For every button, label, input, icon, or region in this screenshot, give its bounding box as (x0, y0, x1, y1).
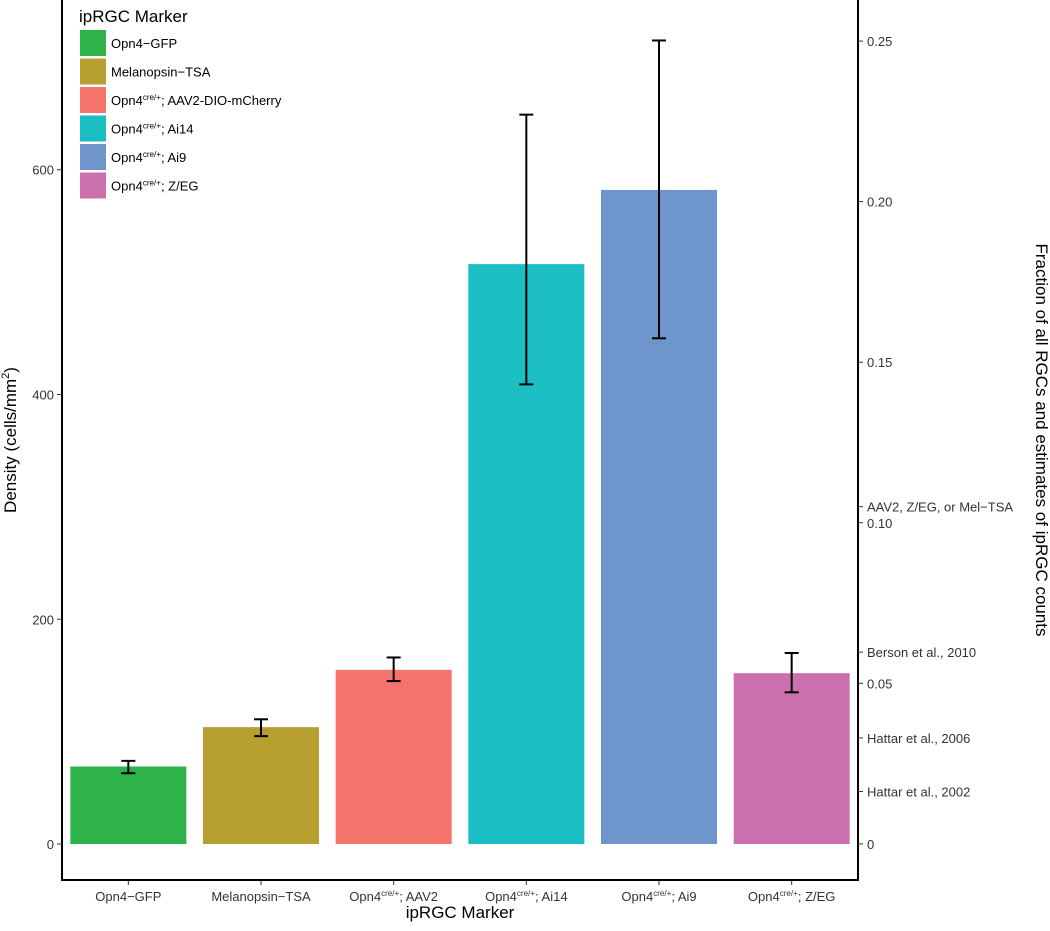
y-axis-title: Density (cells/mm2) (0, 367, 20, 513)
y-right-tick-label: 0.10 (867, 516, 892, 531)
legend-label: Opn4cre/+; Z/EG (111, 179, 199, 194)
label-base: Opn4 (748, 889, 780, 904)
label-base: Melanopsin−TSA (111, 65, 211, 80)
y-tick-label: 0 (47, 837, 54, 852)
legend-label: Opn4cre/+; Ai9 (111, 150, 186, 165)
x-tick-label: Opn4cre/+; Ai14 (485, 889, 567, 904)
y-tick-label: 200 (32, 612, 54, 627)
x-tick-label: Opn4cre/+; Ai9 (621, 889, 696, 904)
legend-label: Opn4−GFP (111, 36, 177, 51)
legend-swatch (80, 58, 106, 85)
y-tick-label: 400 (32, 387, 54, 402)
label-base: Opn4 (485, 889, 517, 904)
y-right-tick-label: 0.15 (867, 355, 892, 370)
legend-swatch (80, 115, 106, 142)
legend-label: Melanopsin−TSA (111, 65, 211, 80)
x-tick-label: Opn4cre/+; AAV2 (349, 889, 438, 904)
label-base: Melanopsin−TSA (211, 889, 311, 904)
label-base: Opn4 (349, 889, 381, 904)
label-superscript: cre/+ (143, 93, 161, 102)
y-right-tick-label: 0.25 (867, 34, 892, 49)
legend-title: ipRGC Marker (79, 7, 188, 26)
label-base: Opn4−GFP (95, 889, 161, 904)
label-superscript: cre/+ (381, 889, 399, 898)
legend: ipRGC Marker Opn4−GFPMelanopsin−TSAOpn4c… (79, 7, 282, 199)
label-base: Opn4 (111, 122, 143, 137)
label-superscript: cre/+ (780, 889, 798, 898)
reference-tick-label: Hattar et al., 2006 (867, 731, 970, 746)
legend-label: Opn4cre/+; Ai14 (111, 122, 193, 137)
bar (203, 727, 319, 845)
y-axis-right-title: Fraction of all RGCs and estimates of ip… (1032, 243, 1050, 636)
label-base: Opn4 (111, 150, 143, 165)
x-tick-label: Melanopsin−TSA (211, 889, 311, 904)
label-rest: ; Ai9 (671, 889, 696, 904)
label-rest: ; Ai14 (161, 122, 194, 137)
label-rest: ; Ai9 (161, 150, 186, 165)
label-rest: ; Ai14 (535, 889, 568, 904)
label-base: Opn4−GFP (111, 36, 177, 51)
legend-swatch (80, 144, 106, 170)
bar (70, 766, 187, 845)
label-superscript: cre/+ (653, 889, 671, 898)
legend-swatch (80, 87, 106, 113)
label-rest: ; Z/EG (161, 179, 199, 194)
y-right-tick-label: 0 (867, 837, 874, 852)
label-superscript: cre/+ (143, 150, 161, 159)
x-tick-label: Opn4−GFP (95, 889, 161, 904)
label-rest: ; AAV2 (399, 889, 438, 904)
reference-tick-label: AAV2, Z/EG, or Mel−TSA (867, 500, 1013, 515)
y-tick-label: 600 (32, 163, 54, 178)
label-rest: ; AAV2-DIO-mCherry (161, 93, 282, 108)
label-base: Opn4 (621, 889, 653, 904)
bar (335, 669, 452, 845)
legend-label: Opn4cre/+; AAV2-DIO-mCherry (111, 93, 282, 108)
y-right-tick-label: 0.05 (867, 676, 892, 691)
label-rest: ; Z/EG (798, 889, 836, 904)
reference-tick-label: Hattar et al., 2002 (867, 785, 970, 800)
legend-swatch (80, 172, 106, 199)
label-superscript: cre/+ (517, 889, 535, 898)
label-base: Opn4 (111, 93, 143, 108)
label-superscript: cre/+ (143, 122, 161, 131)
reference-tick-label: Berson et al., 2010 (867, 645, 976, 660)
bar (733, 673, 850, 845)
legend-swatch (80, 30, 106, 56)
x-tick-label: Opn4cre/+; Z/EG (748, 889, 836, 904)
y-right-tick-label: 0.20 (867, 195, 892, 210)
label-base: Opn4 (111, 179, 143, 194)
label-superscript: cre/+ (143, 179, 161, 188)
x-axis-title: ipRGC Marker (406, 903, 515, 922)
